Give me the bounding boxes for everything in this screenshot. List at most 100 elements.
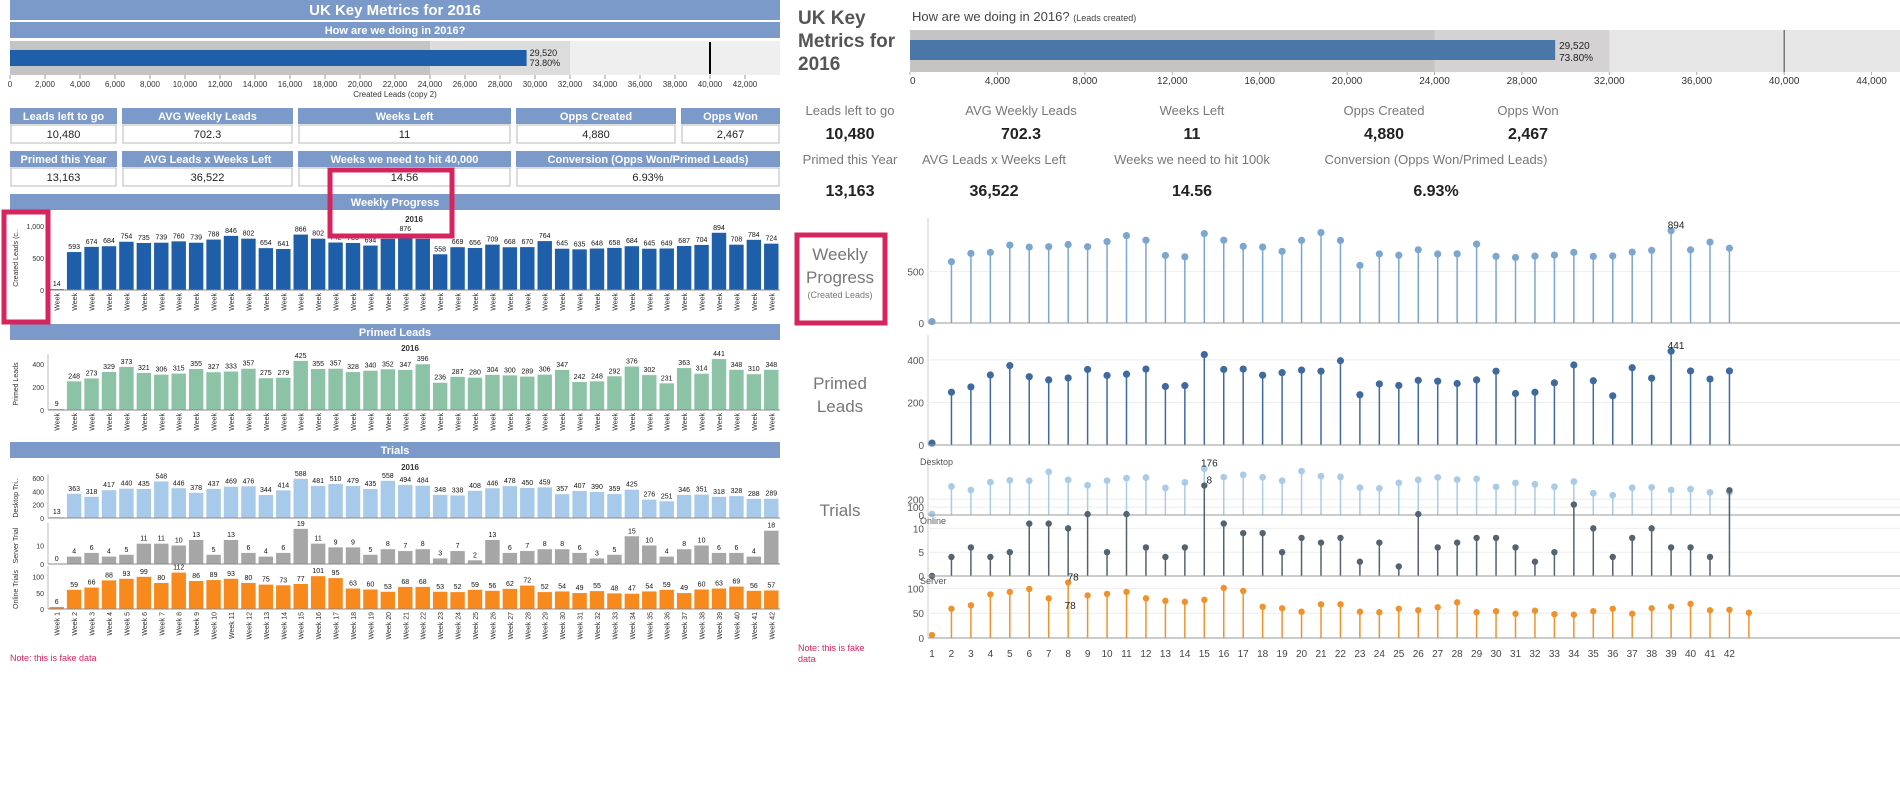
r-dot: [967, 486, 975, 494]
x-tick-label: Week 7: [159, 612, 166, 636]
r-dot: [1629, 610, 1636, 617]
r-dot: [1025, 243, 1033, 251]
bar: [345, 242, 361, 290]
bar: [711, 588, 727, 609]
rbullet-tick-label: 44,000: [1856, 76, 1887, 87]
bar-label: 9: [55, 401, 59, 408]
bar-label: 9: [334, 539, 338, 546]
bar-label: 648: [591, 241, 603, 248]
x-tick-label: Week: [124, 293, 131, 311]
bar: [554, 369, 570, 410]
bar-label: 348: [434, 487, 446, 494]
bar: [694, 244, 709, 290]
bullet-tick-label: 26,000: [453, 80, 478, 89]
x-tick-label: Week: [456, 413, 463, 431]
bar-label: 670: [521, 239, 533, 246]
x-tick-label: Week: [229, 293, 236, 311]
r-dot: [1162, 597, 1169, 605]
bar-label: 5: [612, 547, 616, 554]
bar: [66, 493, 82, 518]
r-dot: [1589, 252, 1597, 260]
x-tick-label: Week: [159, 293, 166, 311]
bar-label: 327: [208, 364, 220, 371]
bar-label: 6: [246, 545, 250, 552]
rbullet-tick-label: 0: [910, 76, 916, 87]
r-dot: [1453, 379, 1461, 388]
rkpi-value: 10,480: [826, 126, 875, 143]
r-dot: [1239, 365, 1247, 373]
x-tick-label: Week: [334, 293, 341, 311]
bar-label: 649: [661, 240, 673, 247]
r-dot: [1084, 243, 1092, 251]
bullet-tick-label: 24,000: [418, 80, 443, 89]
bar: [764, 498, 779, 518]
bar: [188, 368, 204, 410]
right-subtitle-small: (Leads created): [1073, 13, 1136, 23]
bar-label: 802: [312, 231, 324, 238]
r-dot: [1045, 243, 1053, 251]
bar-label: 355: [190, 361, 202, 368]
rkpi2-value: 14.56: [1172, 183, 1212, 200]
bar-label: 668: [504, 239, 516, 246]
r-dot: [987, 591, 994, 598]
bar: [659, 589, 674, 609]
r-dot: [1434, 473, 1442, 481]
bar: [398, 485, 413, 518]
x-tick-label: Week 1: [55, 612, 62, 636]
bullet-tick-label: 34,000: [593, 80, 618, 89]
r-dot: [1492, 367, 1500, 375]
bar-label: 10: [175, 538, 183, 545]
r-dot: [928, 510, 936, 518]
x-tick-label: Week: [543, 413, 550, 431]
bar-label: 788: [208, 232, 220, 239]
x-tick-label: Week 31: [578, 612, 585, 640]
r-dot: [967, 602, 975, 609]
bar: [293, 583, 308, 609]
x-tick-label: Week: [281, 293, 288, 311]
bar: [188, 492, 204, 518]
kpi2-label-bg: [122, 151, 293, 167]
bar-label: 60: [367, 582, 375, 589]
x-tick-label: Week: [421, 413, 428, 431]
bar-label: 280: [469, 370, 481, 377]
bar: [171, 488, 186, 518]
r-x-tick-label: 37: [1627, 649, 1639, 660]
r-y-tick-label: 100: [907, 503, 924, 514]
r-dot: [1726, 487, 1733, 494]
bar-label: 302: [643, 367, 655, 374]
bar: [101, 556, 117, 564]
r-x-tick-label: 33: [1549, 649, 1561, 660]
bar: [66, 252, 82, 290]
bar: [729, 496, 744, 518]
kpi2-label-bg: [10, 151, 117, 167]
bar: [241, 238, 256, 290]
bar-label: 694: [365, 238, 377, 245]
bar: [154, 543, 169, 564]
bar: [572, 382, 587, 410]
bar-label: 310: [748, 366, 760, 373]
r-dot: [1103, 371, 1111, 380]
x-tick-label: Week: [682, 413, 689, 431]
bar: [746, 590, 762, 609]
bar-label: 709: [487, 237, 499, 244]
bar-label: 414: [277, 482, 289, 489]
bar: [607, 494, 622, 518]
bar-label: 13: [53, 509, 61, 516]
bar-label: 408: [469, 483, 481, 490]
bar-label: 684: [626, 238, 638, 245]
r-dot: [1628, 248, 1636, 256]
primed-header-bar: [10, 324, 780, 340]
kpi2-label: Primed this Year: [20, 154, 107, 166]
r-dot: [1026, 585, 1033, 593]
bar: [659, 248, 674, 290]
bullet-tick-label: 20,000: [348, 80, 373, 89]
bar: [84, 552, 99, 564]
r-x-tick-label: 41: [1704, 649, 1716, 660]
x-tick-label: Week 42: [769, 612, 776, 640]
x-tick-label: Week 8: [177, 612, 184, 636]
x-tick-label: Week: [212, 293, 219, 311]
kpi2-value: 14.56: [391, 172, 419, 184]
bar-label: 251: [661, 493, 673, 500]
bar: [554, 248, 570, 290]
bar: [415, 485, 430, 518]
